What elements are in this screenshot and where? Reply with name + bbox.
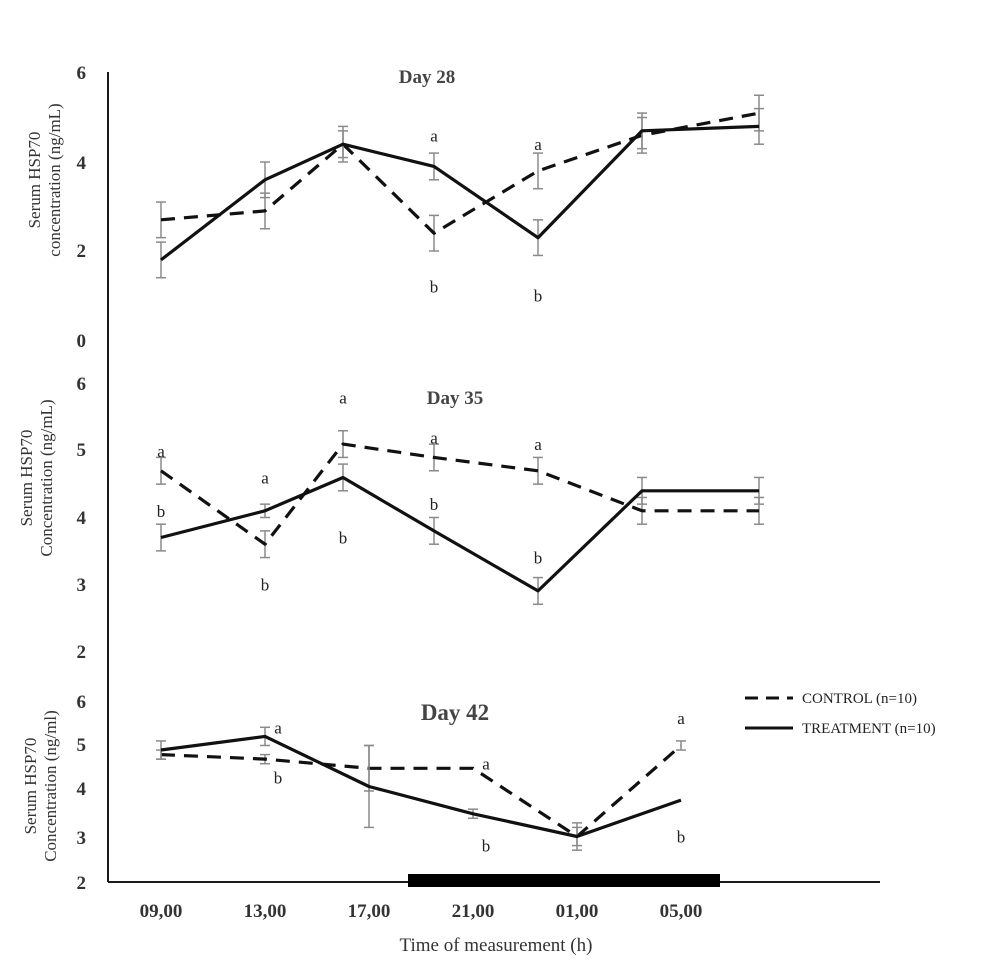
significance-letter: a xyxy=(261,468,269,487)
ytick-label: 2 xyxy=(77,241,87,262)
ytick-label: 5 xyxy=(77,735,87,756)
legend-control-label: CONTROL (n=10) xyxy=(802,691,917,707)
series-line-treatment-day-42 xyxy=(160,734,682,839)
ylabel-day-42-line-1: Serum HSP70 xyxy=(21,738,40,835)
significance-letter: b xyxy=(482,837,491,856)
panel-title-day-35: Day 35 xyxy=(427,388,483,409)
dark-period-bar xyxy=(408,874,720,887)
ytick-label: 4 xyxy=(77,508,87,529)
significance-letter: b xyxy=(261,575,270,594)
ytick-label: 5 xyxy=(77,440,87,461)
ytick-label: 0 xyxy=(77,331,87,352)
significance-letter: b xyxy=(430,495,439,514)
ytick-label: 2 xyxy=(77,873,87,894)
xtick-label: 13,00 xyxy=(244,901,287,922)
significance-letter: a xyxy=(677,709,685,728)
significance-letter: a xyxy=(534,135,542,154)
ylabel-day-28-line-1: Serum HSP70 xyxy=(25,132,44,229)
series-line-treatment-day-35 xyxy=(160,475,759,593)
ytick-label: 6 xyxy=(77,374,87,395)
significance-letter: b xyxy=(157,502,166,521)
significance-letter: a xyxy=(430,126,438,145)
series-line-treatment-day-28 xyxy=(160,124,760,262)
xtick-label: 21,00 xyxy=(452,901,495,922)
significance-letter: a xyxy=(274,718,282,737)
ylabel-day-28-line-2: concentration (ng/mL) xyxy=(45,103,64,256)
significance-letter: a xyxy=(339,388,347,407)
significance-letter: b xyxy=(274,768,283,787)
xtick-label: 17,00 xyxy=(348,901,391,922)
ytick-label: 4 xyxy=(77,779,87,800)
significance-letter: a xyxy=(430,428,438,447)
significance-letter: a xyxy=(482,755,490,774)
ylabel-day-42-line-2: Concentration (ng/ml) xyxy=(41,710,60,862)
significance-letter: b xyxy=(534,287,543,306)
significance-letter: b xyxy=(430,278,439,297)
panel-title-day-42: Day 42 xyxy=(421,700,489,725)
series-line-control-day-35 xyxy=(160,442,759,546)
significance-letter: b xyxy=(339,529,348,548)
xtick-label: 05,00 xyxy=(660,901,703,922)
series-line-control-day-42 xyxy=(160,744,683,839)
ytick-label: 3 xyxy=(77,575,87,596)
ytick-label: 6 xyxy=(77,63,87,84)
xtick-label: 01,00 xyxy=(556,901,599,922)
significance-letter: b xyxy=(534,549,543,568)
ytick-label: 3 xyxy=(77,828,87,849)
xtick-label: 09,00 xyxy=(140,901,183,922)
significance-letter: a xyxy=(534,435,542,454)
significance-letter: a xyxy=(157,442,165,461)
ytick-label: 2 xyxy=(77,642,87,663)
ytick-label: 4 xyxy=(77,153,87,174)
significance-letter: b xyxy=(677,828,686,847)
panel-title-day-28: Day 28 xyxy=(399,67,455,88)
ylabel-day-35-line-1: Serum HSP70 xyxy=(17,430,36,527)
legend-treatment-label: TREATMENT (n=10) xyxy=(802,721,936,737)
ytick-label: 6 xyxy=(77,692,87,713)
x-axis-title: Time of measurement (h) xyxy=(400,935,593,956)
ylabel-day-35-line-2: Concentration (ng/mL) xyxy=(37,399,56,556)
